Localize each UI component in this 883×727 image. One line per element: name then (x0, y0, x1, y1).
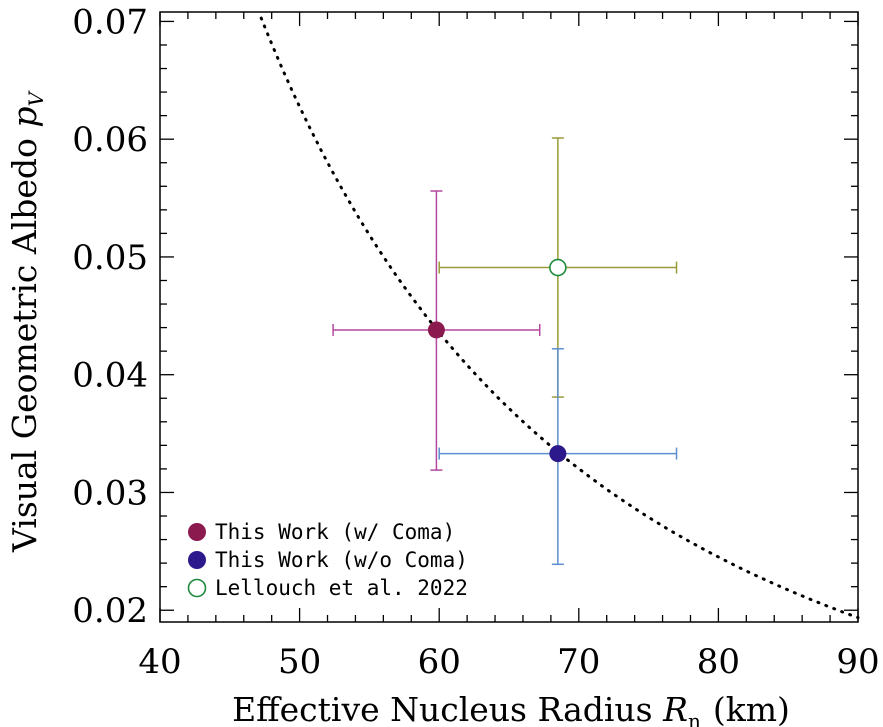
y-axis-label: Visual Geometric Albedo (5, 138, 44, 553)
legend-marker-open (187, 578, 207, 598)
x-axis-subscript: n (688, 709, 701, 727)
x-tick-labels: 40 50 60 70 80 90 (138, 642, 879, 682)
data-point-open (549, 258, 567, 277)
x-tick-label: 80 (697, 642, 740, 682)
y-tick-label: 0.04 (72, 356, 148, 396)
plot-frame (159, 11, 859, 623)
legend: This Work (w/ Coma) This Work (w/o Coma) L… (187, 520, 468, 600)
legend-marker (188, 551, 206, 569)
x-axis-unit: (km) (713, 690, 790, 727)
y-tick-label: 0.06 (72, 120, 148, 160)
y-axis-symbol: p (5, 106, 44, 127)
x-tick-label: 60 (418, 642, 461, 682)
legend-label: This Work (w/ Coma) (215, 520, 455, 544)
x-tick-label: 90 (836, 642, 879, 682)
y-axis-subscript: V (24, 89, 48, 106)
y-tick-label: 0.07 (72, 2, 148, 42)
data-point (427, 321, 445, 339)
errorbar-layer (332, 137, 678, 566)
x-axis-title: Effective Nucleus Radius Rn (km) (232, 690, 790, 727)
tick-layer (159, 12, 859, 622)
legend-label: This Work (w/o Coma) (215, 548, 468, 572)
marker-layer (427, 258, 567, 463)
legend-label: Lellouch et al. 2022 (215, 576, 468, 600)
legend-marker (188, 523, 206, 541)
y-tick-label: 0.05 (72, 238, 148, 278)
x-tick-label: 40 (138, 642, 181, 682)
x-tick-label: 70 (557, 642, 600, 682)
x-axis-label: Effective Nucleus Radius (232, 690, 653, 727)
y-tick-label: 0.03 (72, 473, 148, 513)
y-axis-title: Visual Geometric Albedo pV (5, 89, 48, 553)
data-point (549, 445, 567, 463)
x-axis-symbol: R (662, 690, 688, 727)
y-tick-label: 0.02 (72, 591, 148, 631)
x-tick-label: 50 (278, 642, 321, 682)
y-tick-labels: 0.02 0.03 0.04 0.05 0.06 0.07 (72, 2, 148, 631)
